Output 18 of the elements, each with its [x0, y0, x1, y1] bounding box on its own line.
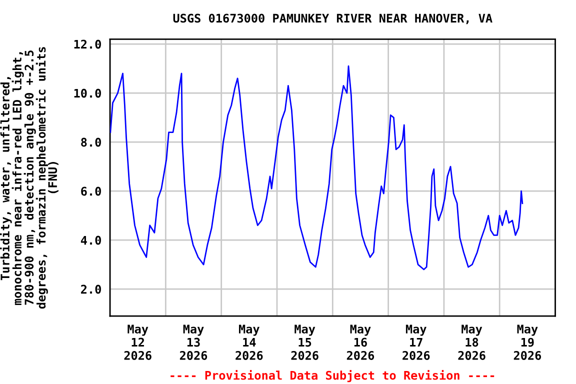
x-tick-label: May 19 2026	[514, 324, 542, 360]
x-tick-label: May 14 2026	[236, 324, 263, 360]
line-series	[110, 65, 524, 270]
x-tick-label: May 13 2026	[180, 324, 208, 360]
chart-title: USGS 01673000 PAMUNKEY RIVER NEAR HANOVER, VA	[173, 14, 492, 24]
y-tick-label: 2.0	[81, 284, 101, 294]
y-tick-label: 12.0	[74, 40, 101, 49]
text: ---- Provisional Data Subject to Revision ----	[170, 370, 494, 382]
x-tick-label: May 15 2026	[291, 324, 318, 360]
x-tick-label: May 18 2026	[458, 324, 486, 360]
y-tick-label: 6.0	[81, 186, 101, 196]
x-tick-label: May 16 2026	[346, 324, 374, 360]
x-tick-label: May 12 2026	[124, 324, 152, 360]
y-tick-label: 8.0	[81, 138, 101, 147]
y-tick-label: 4.0	[80, 236, 101, 245]
y-axis-title: Turbidity, water, unfiltered, monochrome near infra-red LED light, 780-900 nm, detection angle 90 +-2.5 degrees, formazin nephelometric units (FNU)	[0, 47, 58, 309]
x-tick-label: May 17 2026	[402, 324, 430, 360]
y-tick-label: 10.0	[74, 88, 101, 98]
